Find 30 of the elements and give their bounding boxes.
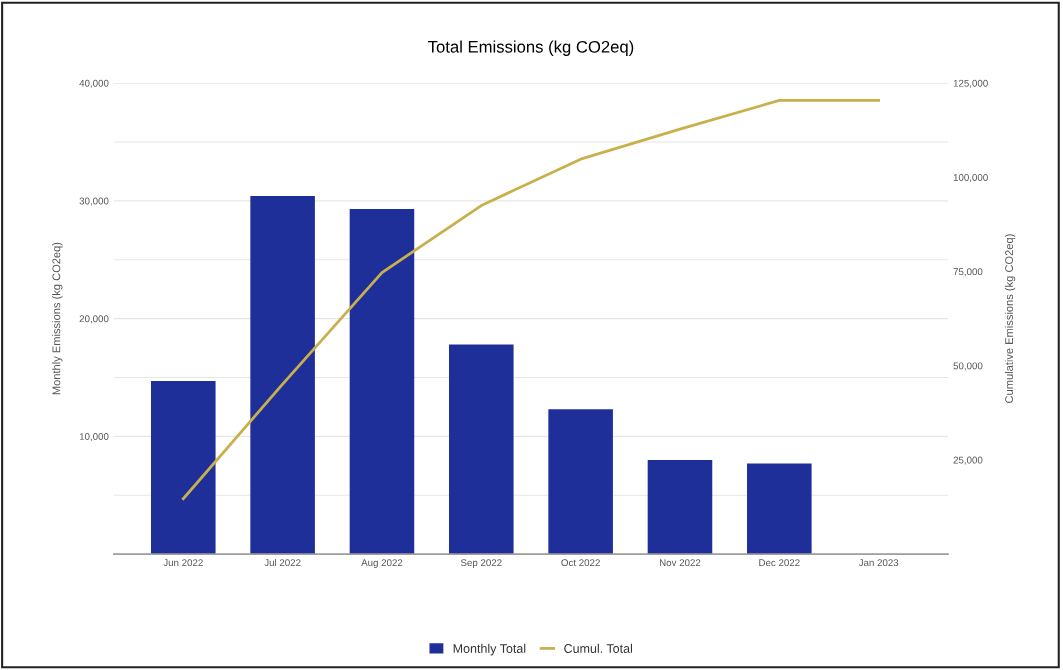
- x-tick-label: Jan 2023: [858, 559, 899, 567]
- x-tick-label: Dec 2022: [759, 559, 800, 567]
- y-tick-label: 40,000: [79, 79, 109, 88]
- y-tick-label: 20,000: [79, 315, 109, 324]
- y-tick-label: 30,000: [79, 197, 109, 206]
- legend-label: Monthly Total: [453, 643, 526, 656]
- x-tick-label: Aug 2022: [361, 559, 403, 569]
- y-tick-label: 10,000: [79, 433, 109, 442]
- y2-axis-title: Cumulative Emissions (kg CO2eq): [1004, 234, 1016, 403]
- chart-title: Total Emissions (kg CO2eq): [428, 40, 634, 56]
- x-tick-label: Jun 2022: [163, 559, 203, 567]
- bar: [349, 209, 415, 555]
- legend-label: Cumul. Total: [564, 643, 632, 653]
- x-tick-label: Sep 2022: [460, 559, 502, 569]
- y2-tick-label: 125,000: [953, 79, 988, 88]
- bar: [747, 463, 812, 555]
- x-tick-label: Jul 2022: [264, 558, 301, 567]
- line-series: [181, 99, 881, 501]
- y-axis-title: Monthly Emissions (kg CO2eq): [52, 242, 63, 395]
- bar: [548, 409, 613, 555]
- bar: [647, 459, 713, 555]
- y2-tick-label: 50,000: [953, 362, 983, 371]
- y2-tick-label: 25,000: [953, 456, 983, 465]
- bar: [250, 196, 315, 555]
- y2-tick-label: 100,000: [953, 174, 988, 183]
- bar: [150, 380, 216, 555]
- x-tick-label: Oct 2022: [561, 559, 600, 567]
- x-tick-label: Nov 2022: [659, 559, 701, 567]
- bar: [449, 344, 514, 555]
- y2-tick-label: 75,000: [953, 268, 983, 277]
